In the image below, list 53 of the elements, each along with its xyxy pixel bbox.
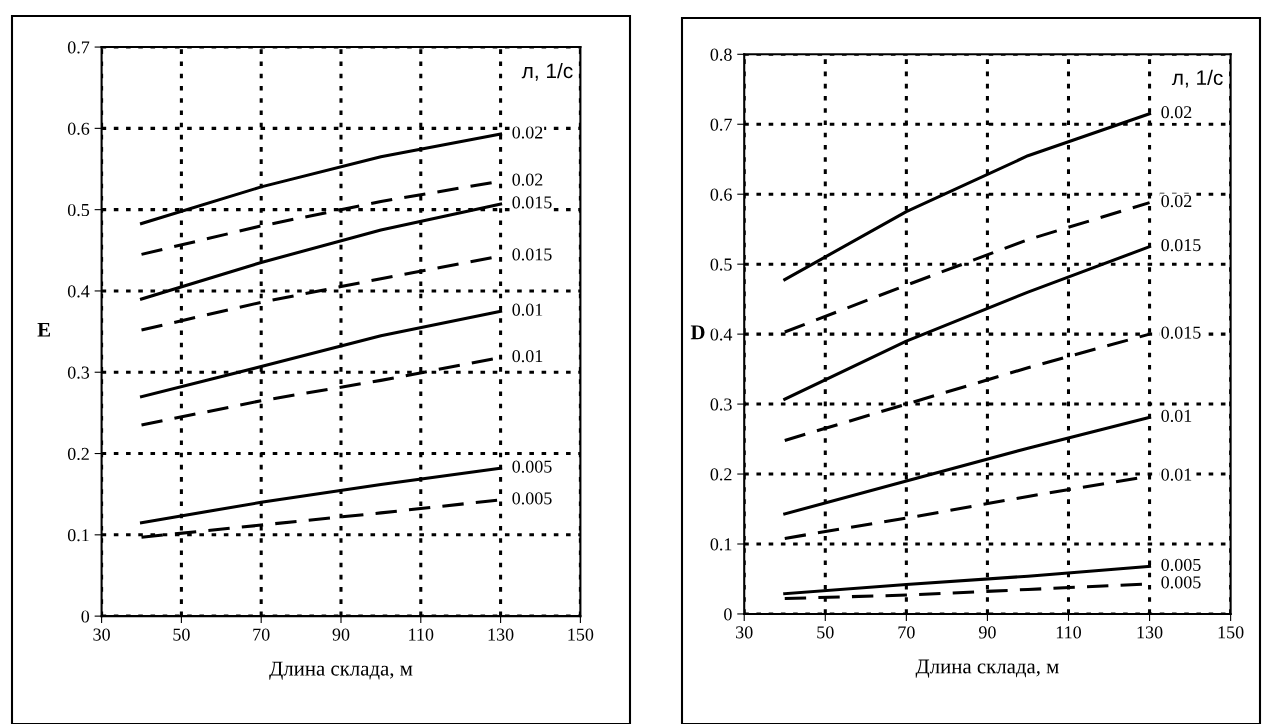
x-tick-label: 150 xyxy=(568,628,594,641)
annotation: л, 1/с xyxy=(521,62,573,81)
y-tick-label: 0.2 xyxy=(67,447,89,461)
y-tick-label: 0.4 xyxy=(67,285,90,298)
x-tick-label: 110 xyxy=(409,628,434,641)
series-label: 0.02 xyxy=(1161,106,1192,119)
x-axis-title: Длина склада, м xyxy=(915,659,1059,678)
series-label: 0.02 xyxy=(512,126,543,139)
x-tick-label: 70 xyxy=(898,626,915,639)
x-tick-label: 30 xyxy=(93,628,110,641)
y-tick-label: 0.1 xyxy=(710,538,732,551)
y-tick-label: 0.1 xyxy=(67,529,89,542)
y-tick-label: 0.5 xyxy=(67,203,90,217)
y-axis-title: D xyxy=(690,325,705,340)
y-tick-label: 0.2 xyxy=(710,468,732,481)
series-label: 0.005 xyxy=(512,460,552,473)
y-tick-label: 0.6 xyxy=(710,188,732,201)
series-label: 0.005 xyxy=(1161,576,1201,589)
y-axis-title: E xyxy=(37,322,51,337)
annotation: л, 1/с xyxy=(1171,69,1223,88)
series-label: 0.005 xyxy=(1161,558,1201,571)
series-label: 0.015 xyxy=(512,248,552,261)
series-label: 0.01 xyxy=(512,349,543,363)
y-tick-label: 0.6 xyxy=(67,122,90,135)
x-tick-label: 50 xyxy=(173,628,190,641)
y-tick-label: 0.8 xyxy=(710,48,732,61)
y-tick-label: 0 xyxy=(724,608,732,621)
series-label: 0.005 xyxy=(512,492,552,505)
y-tick-label: 0.3 xyxy=(710,398,732,411)
series-label: 0.015 xyxy=(1161,239,1201,252)
x-tick-label: 90 xyxy=(978,626,996,639)
x-tick-label: 130 xyxy=(488,628,514,641)
x-tick-label: 50 xyxy=(817,626,834,639)
x-axis-title: Длина склада, м xyxy=(269,661,413,680)
series-label: 0.015 xyxy=(512,196,552,209)
y-tick-label: 0.5 xyxy=(710,258,732,271)
y-tick-label: 0 xyxy=(81,610,90,623)
y-tick-label: 0.4 xyxy=(710,328,733,341)
x-tick-label: 70 xyxy=(253,628,270,641)
x-tick-label: 90 xyxy=(332,628,350,641)
x-tick-label: 30 xyxy=(736,626,753,639)
series-label: 0.02 xyxy=(512,173,543,186)
series-label: 0.01 xyxy=(1161,468,1192,481)
x-tick-label: 110 xyxy=(1056,626,1082,639)
y-tick-label: 0.7 xyxy=(67,41,90,54)
series-label: 0.01 xyxy=(512,303,543,316)
series-label: 0.02 xyxy=(1161,194,1192,208)
series-label: 0.015 xyxy=(1161,326,1201,339)
x-tick-label: 150 xyxy=(1218,626,1244,639)
y-tick-label: 0.7 xyxy=(710,118,732,131)
y-tick-label: 0.3 xyxy=(67,366,90,379)
series-label: 0.01 xyxy=(1161,409,1192,422)
x-tick-label: 130 xyxy=(1137,626,1163,639)
